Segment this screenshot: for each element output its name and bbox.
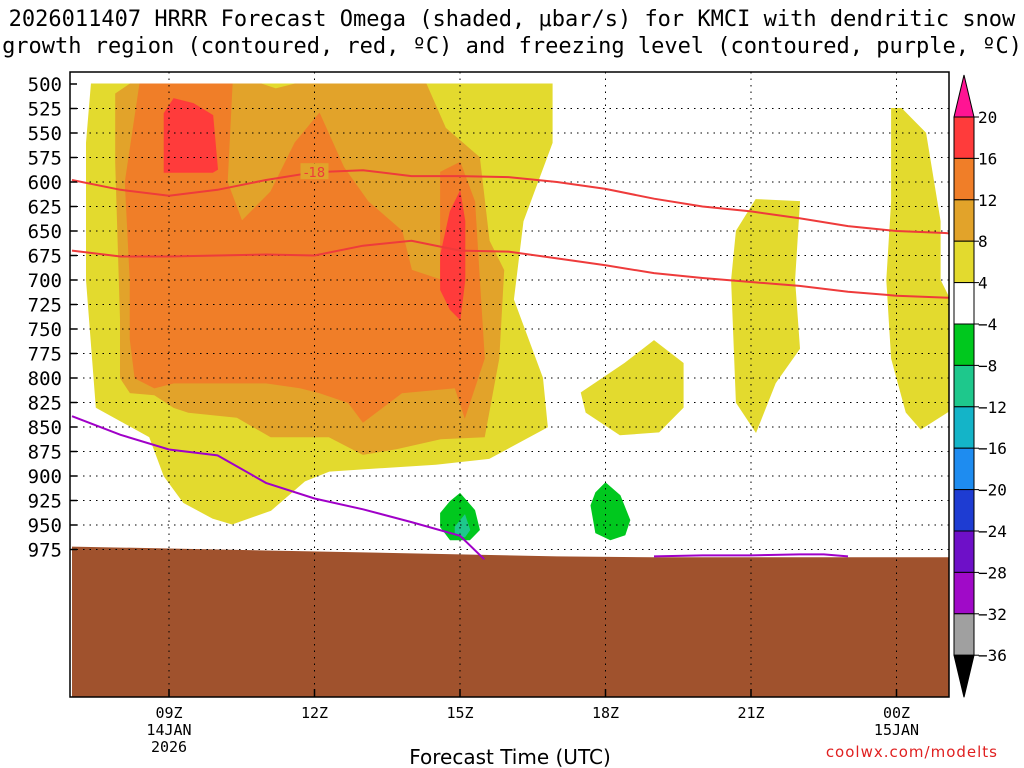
x-axis-title: Forecast Time (UTC): [409, 745, 611, 768]
y-tick-label-600: 600: [28, 172, 62, 194]
colorbar-label-2: 12: [978, 191, 997, 210]
y-tick-label-725: 725: [28, 295, 62, 317]
x-tick-label-12Z-0: 12Z: [301, 704, 328, 722]
colorbar-swatch-5: [953, 282, 975, 325]
terrain-fill: [72, 546, 949, 697]
colorbar-label-5: −4: [978, 315, 997, 334]
x-tick-label-09Z-0: 09Z: [155, 704, 182, 722]
y-tick-label-900: 900: [28, 466, 62, 488]
colorbar-label-6: −8: [978, 356, 997, 375]
x-tick-label-00Z-1: 15JAN: [874, 721, 919, 739]
terrain-layer: [72, 546, 949, 697]
y-tick-label-650: 650: [28, 221, 62, 243]
contour-layer: -18: [71, 163, 949, 561]
y-tick-label-850: 850: [28, 417, 62, 439]
colorbar: 20 16 12 8 4 −4 −8 −12 −16 −20 −24 −28 −32 −36: [953, 74, 1007, 698]
y-tick-label-625: 625: [28, 197, 62, 219]
x-tick-label-09Z-1: 14JAN: [146, 721, 191, 739]
colorbar-swatch-8: [953, 406, 975, 449]
colorbar-label-13: −36: [978, 646, 1007, 665]
freezing-level-contour-1: [653, 553, 849, 558]
colorbar-swatch-4: [953, 240, 975, 284]
x-tick-label-15Z-0: 15Z: [446, 704, 473, 722]
plot-frame: [69, 71, 950, 698]
y-tick-label-975: 975: [28, 540, 62, 562]
chart-title: 2026011407 HRRR Forecast Omega (shaded, …: [0, 6, 1024, 60]
y-tick-label-700: 700: [28, 270, 62, 292]
colorbar-label-0: 20: [978, 108, 997, 127]
colorbar-swatch-12: [953, 571, 975, 615]
colorbar-label-3: 8: [978, 232, 988, 251]
y-tick-label-875: 875: [28, 442, 62, 464]
colorbar-label-1: 16: [978, 149, 997, 168]
colorbar-swatch-6: [953, 323, 975, 366]
y-tick-label-500: 500: [28, 74, 62, 96]
y-tick-label-800: 800: [28, 368, 62, 390]
y-tick-label-575: 575: [28, 148, 62, 170]
chart-title-line-1: 2026011407 HRRR Forecast Omega (shaded, …: [8, 7, 1016, 32]
colorbar-swatch-7: [953, 364, 975, 408]
y-tick-label-925: 925: [28, 491, 62, 513]
colorbar-label-9: −20: [978, 481, 1007, 500]
y-tick-label-675: 675: [28, 246, 62, 268]
x-tick-label-09Z-2: 2026: [151, 738, 187, 756]
colorbar-label-7: −12: [978, 398, 1007, 417]
x-tick-label-18Z-0: 18Z: [592, 704, 619, 722]
y-tick-label-750: 750: [28, 319, 62, 341]
colorbar-swatch-13: [953, 613, 975, 656]
y-tick-label-550: 550: [28, 123, 62, 145]
colorbar-label-12: −32: [978, 605, 1007, 624]
y-tick-label-525: 525: [28, 99, 62, 121]
colorbar-swatch-9: [953, 447, 975, 491]
y-tick-label-775: 775: [28, 344, 62, 366]
omega-region-9: [590, 482, 631, 541]
omega-shading-layer: [86, 83, 949, 541]
colorbar-swatch-10: [953, 489, 975, 532]
x-tick-label-00Z-0: 00Z: [883, 704, 910, 722]
omega-region-6: [163, 98, 219, 173]
colorbar-label-10: −24: [978, 522, 1007, 541]
colorbar-swatch-2: [953, 157, 975, 201]
colorbar-swatch-3: [953, 199, 975, 242]
y-tick-label-825: 825: [28, 393, 62, 415]
site-credit: coolwx.com/modelts: [825, 743, 998, 761]
x-tick-label-21Z-0: 21Z: [737, 704, 764, 722]
omega-region-7: [440, 190, 466, 321]
colorbar-label-8: −16: [978, 439, 1007, 458]
y-tick-label-950: 950: [28, 515, 62, 537]
colorbar-label-4: 4: [978, 274, 988, 293]
dgz-contour-label: -18: [304, 166, 325, 181]
colorbar-swatch-11: [953, 530, 975, 573]
dgz-label-bg: [300, 163, 329, 180]
colorbar-top-arrow: [953, 74, 975, 118]
colorbar-swatch-1: [953, 116, 975, 159]
omega-region-2: [731, 199, 801, 433]
omega-region-3: [886, 108, 949, 430]
colorbar-label-11: −28: [978, 563, 1007, 582]
chart-title-line-2: growth region (contoured, red, ºC) and f…: [2, 34, 1022, 59]
omega-region-1: [580, 340, 684, 436]
dgz-contour-0: [71, 169, 949, 235]
dgz-contour-1: [71, 239, 949, 299]
freezing-level-contour-0: [71, 415, 485, 561]
colorbar-bottom-arrow: [953, 654, 975, 698]
